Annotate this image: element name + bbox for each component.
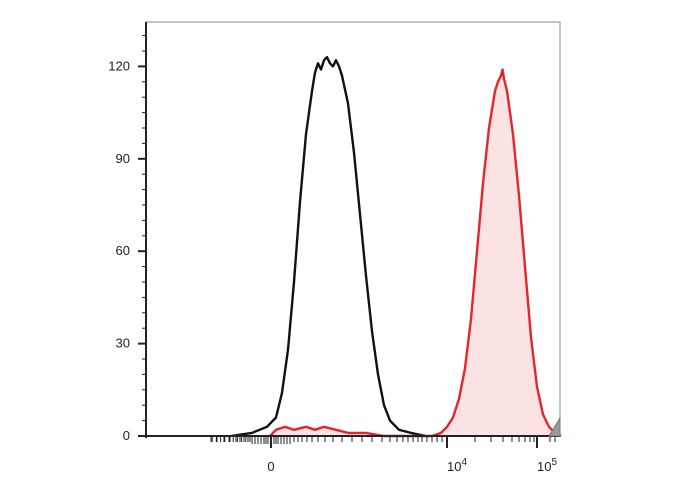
x-tick-label-1e4: 104: [447, 457, 467, 474]
x-tick-label-1e5-base: 10: [537, 459, 551, 474]
x-tick-label-1e5-exp: 5: [551, 457, 557, 468]
x-tick-label-1e5: 105: [537, 457, 557, 474]
y-tick-label-60: 60: [116, 243, 130, 258]
series-layer: [230, 56, 562, 438]
series-0-line: [230, 56, 427, 438]
y-tick-label-120: 120: [108, 58, 130, 73]
overflow-bin-marker: [548, 416, 561, 437]
y-tick-label-0: 0: [123, 428, 130, 443]
y-tick-label-30: 30: [116, 336, 130, 351]
x-tick-label-1e4-base: 10: [447, 459, 461, 474]
x-tick-label-0: 0: [267, 459, 274, 474]
y-tick-layer: 0 30 60 90 120: [108, 35, 146, 443]
y-tick-label-90: 90: [116, 151, 130, 166]
axis-layer: [140, 22, 560, 438]
x-tick-label-1e4-exp: 4: [461, 457, 467, 468]
series-1-line: [269, 68, 562, 438]
series-1-fill: [270, 69, 561, 436]
x-tick-layer: [210, 436, 556, 448]
x-tick-label-layer: 0 104 105: [267, 457, 557, 474]
